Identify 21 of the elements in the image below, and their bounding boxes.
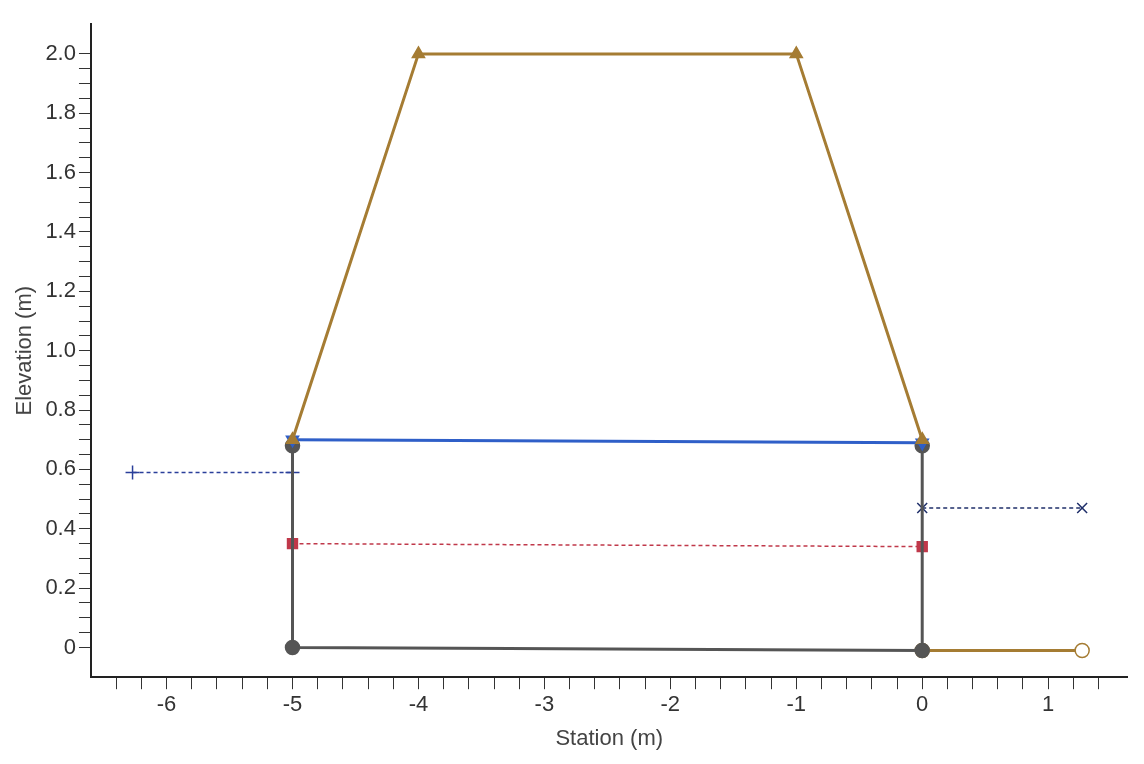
- y-tick-label: 0: [63, 633, 76, 659]
- y-tick-label: 1.6: [45, 158, 76, 184]
- x-tick-label: -1: [786, 691, 807, 717]
- x-tick-label: -5: [282, 691, 303, 717]
- y-tick-label: 0.6: [45, 455, 76, 481]
- y-tick-label: 0.4: [45, 514, 76, 540]
- x-tick-label: 1: [1042, 691, 1055, 717]
- x-tick-label: -3: [534, 691, 555, 717]
- x-tick-label: -4: [408, 691, 429, 717]
- y-tick-label: 0.8: [45, 396, 76, 422]
- x-tick-label: 0: [916, 691, 929, 717]
- y-axis-title: Elevation (m): [11, 285, 37, 416]
- y-tick-label: 1.2: [45, 277, 76, 303]
- x-tick-label: -2: [660, 691, 681, 717]
- y-tick-label: 1.4: [45, 218, 76, 244]
- x-tick-label: -6: [156, 691, 177, 717]
- y-tick-label: 0.2: [45, 574, 76, 600]
- y-tick-label: 1.8: [45, 99, 76, 125]
- y-tick-label: 2.0: [45, 39, 76, 65]
- x-axis-title: Station (m): [555, 724, 664, 750]
- y-tick-label: 1.0: [45, 336, 76, 362]
